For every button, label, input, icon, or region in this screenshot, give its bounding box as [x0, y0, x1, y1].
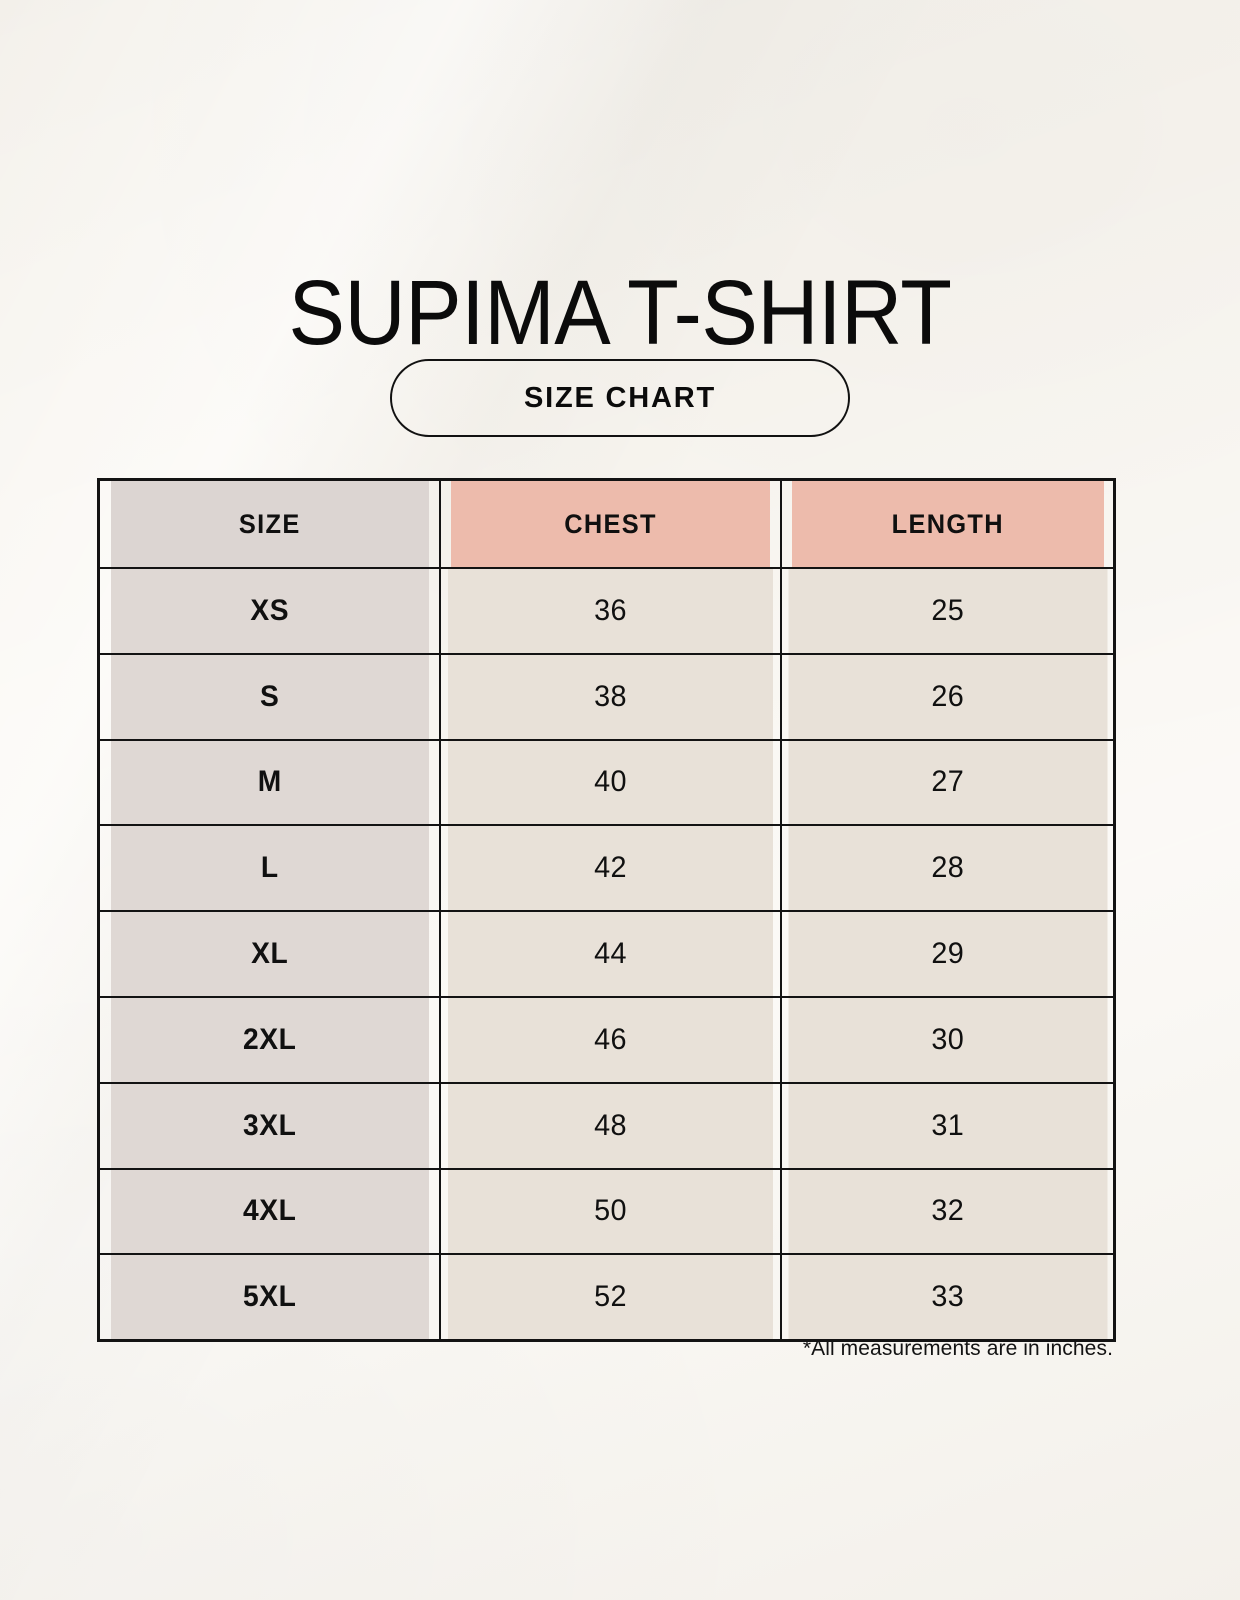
table-row: 3XL 48 31 — [99, 1081, 1115, 1170]
table-row: 4XL 50 32 — [99, 1167, 1115, 1256]
cell-length: 29 — [786, 910, 1109, 998]
column-header-chest: CHEST — [448, 478, 772, 569]
cell-size: M — [107, 738, 431, 827]
badge-container: SIZE CHART — [0, 359, 1240, 437]
cell-size: XS — [107, 567, 431, 655]
cell-size: S — [107, 652, 431, 741]
cell-chest: 36 — [445, 567, 775, 655]
table-body: XS 36 25 S 38 26 M 40 27 L 42 28 — [99, 567, 1115, 1342]
measurement-footnote: *All measurements are in inches. — [802, 1337, 1113, 1360]
cell-length: 27 — [786, 738, 1109, 827]
table-row: 2XL 46 30 — [99, 995, 1115, 1084]
table-header-row: SIZE CHEST LENGTH — [99, 478, 1115, 569]
cell-chest: 48 — [445, 1081, 775, 1170]
column-header-size: SIZE — [107, 478, 431, 569]
cell-size: 4XL — [107, 1167, 431, 1256]
cell-length: 25 — [786, 567, 1109, 655]
page-title: SUPIMA T-SHIRT — [288, 261, 952, 364]
cell-size: 2XL — [107, 995, 431, 1084]
size-table: SIZE CHEST LENGTH XS 36 25 S 38 26 M — [97, 478, 1116, 1342]
cell-chest: 50 — [445, 1167, 775, 1256]
cell-length: 30 — [786, 995, 1109, 1084]
table-row: L 42 28 — [99, 824, 1115, 913]
table-row: M 40 27 — [99, 738, 1115, 827]
cell-length: 26 — [786, 652, 1109, 741]
cell-chest: 40 — [445, 738, 775, 827]
cell-length: 33 — [786, 1253, 1109, 1342]
table-row: 5XL 52 33 — [99, 1253, 1115, 1342]
cell-chest: 46 — [445, 995, 775, 1084]
cell-chest: 44 — [445, 910, 775, 998]
cell-size: XL — [107, 910, 431, 998]
cell-length: 28 — [786, 824, 1109, 913]
cell-length: 32 — [786, 1167, 1109, 1256]
cell-length: 31 — [786, 1081, 1109, 1170]
table-row: XS 36 25 — [99, 567, 1115, 655]
cell-size: 3XL — [107, 1081, 431, 1170]
cell-chest: 38 — [445, 652, 775, 741]
table-head: SIZE CHEST LENGTH — [99, 478, 1115, 569]
size-table-container: SIZE CHEST LENGTH XS 36 25 S 38 26 M — [97, 478, 1116, 1342]
table-row: XL 44 29 — [99, 910, 1115, 998]
cell-chest: 42 — [445, 824, 775, 913]
size-chart-badge: SIZE CHART — [390, 359, 850, 437]
table-row: S 38 26 — [99, 652, 1115, 741]
column-header-length: LENGTH — [789, 478, 1106, 569]
cell-size: 5XL — [107, 1253, 431, 1342]
cell-chest: 52 — [445, 1253, 775, 1342]
cell-size: L — [107, 824, 431, 913]
